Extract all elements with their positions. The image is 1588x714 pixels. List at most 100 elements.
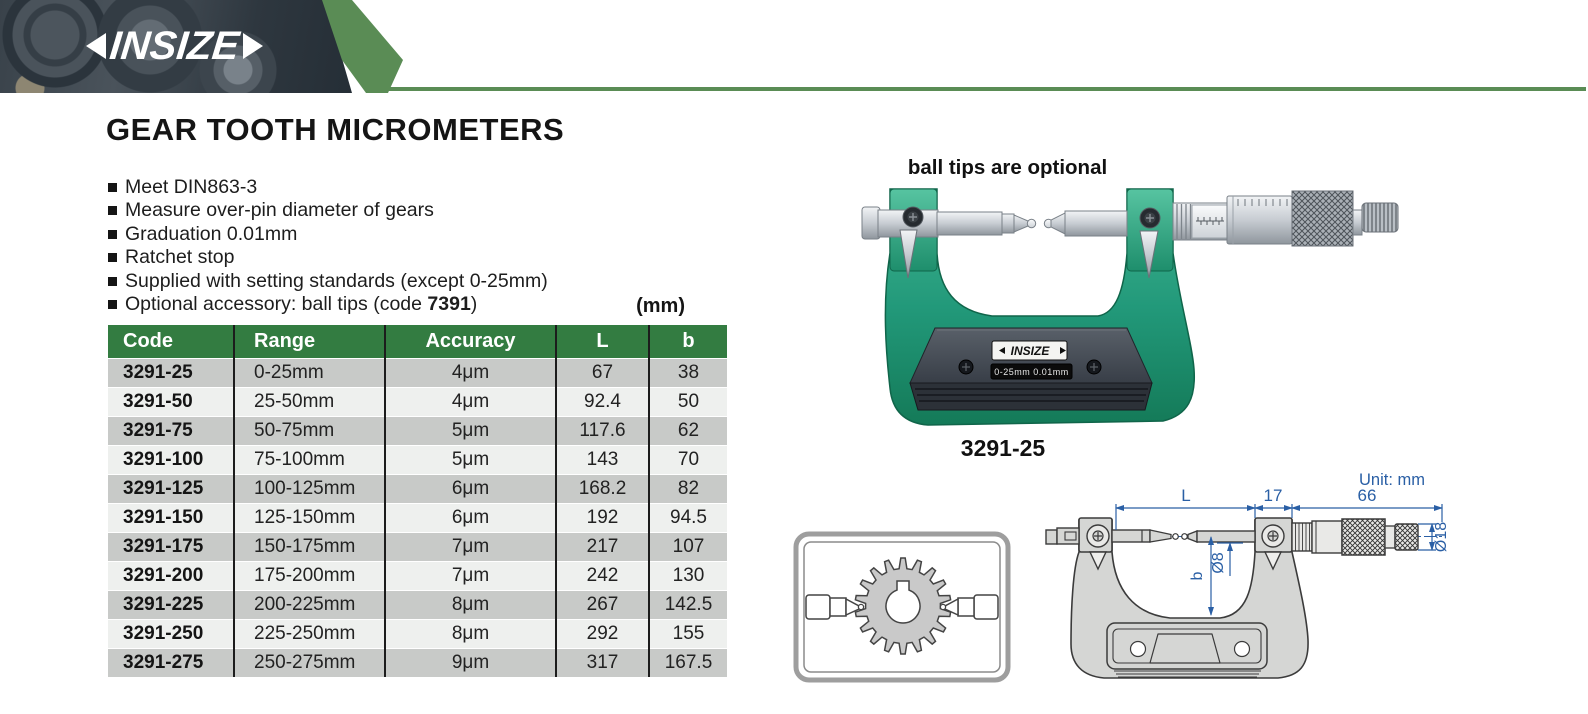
dim-66-label: 66 <box>1358 486 1377 505</box>
table-row: 3291-200 175-200mm 7μm 242 130 <box>108 561 727 591</box>
drawing-base-hole-left <box>1129 640 1147 658</box>
drawing-right-screw-icon <box>1261 524 1285 548</box>
drawing-knurl <box>1341 518 1386 556</box>
dimension-lines <box>1115 504 1443 616</box>
table-row: 3291-175 150-175mm 7μm 217 107 <box>108 532 727 562</box>
spec-plate-text: 0-25mm 0.01mm <box>994 367 1069 377</box>
feature-text: Optional accessory: ball tips (code 7391… <box>125 293 478 316</box>
feature-item: Measure over-pin diameter of gears <box>108 199 668 222</box>
table-cell: 125-150mm <box>234 503 386 533</box>
left-tip-step <box>1001 213 1015 234</box>
plate-brand-text: INSIZE <box>1011 344 1051 358</box>
left-clamp-pointer <box>899 229 918 279</box>
table-cell: 7μm <box>385 561 557 591</box>
table-body: 3291-25 0-25mm 4μm 67 38 3291-50 25-50mm 4μm 92.… <box>108 358 727 677</box>
bullet-square-icon <box>108 229 117 239</box>
drawing-ratchet <box>1394 523 1419 551</box>
table-cell: 70 <box>649 445 727 475</box>
technical-drawing: Unit: mm <box>1045 471 1450 679</box>
table-cell: 3291-250 <box>108 619 235 649</box>
sleeve-ribs <box>1176 204 1192 239</box>
thimble-ticks <box>1237 199 1288 206</box>
left-spindle-inner <box>936 211 1003 236</box>
table-cell: 4μm <box>385 387 557 417</box>
column-header: Accuracy <box>385 325 557 359</box>
table-cell: 0-25mm <box>234 358 386 388</box>
table-cell: 6μm <box>385 474 557 504</box>
bullet-square-icon <box>108 276 117 286</box>
page-title: GEAR TOOTH MICROMETERS <box>106 112 565 147</box>
drawing-right-clamp <box>1263 551 1283 571</box>
table-cell: 94.5 <box>649 503 727 533</box>
drawing-ratchet-step <box>1384 525 1396 549</box>
table-cell: 317 <box>556 648 650 677</box>
base-bevel <box>909 382 1153 411</box>
header-banner: INSIZE <box>0 0 1588 93</box>
logo-left-arrow-icon <box>86 33 106 59</box>
table-cell: 142.5 <box>649 590 727 620</box>
table-cell: 7μm <box>385 532 557 562</box>
spec-plate <box>990 363 1073 380</box>
dim-dia18-label: Ø18 <box>1433 522 1450 552</box>
table-cell: 92.4 <box>556 387 650 417</box>
drawing-unit-label: Unit: mm <box>1359 471 1425 489</box>
table-row: 3291-25 0-25mm 4μm 67 38 <box>108 358 727 388</box>
table-row: 3291-100 75-100mm 5μm 143 70 <box>108 445 727 475</box>
column-header: Code <box>108 325 235 359</box>
table-cell: 6μm <box>385 503 557 533</box>
feature-item: Ratchet stop <box>108 246 668 269</box>
feature-item: Graduation 0.01mm <box>108 223 668 246</box>
table-cell: 8μm <box>385 619 557 649</box>
base-screw-right-icon <box>1086 359 1102 375</box>
drawing-sleeve-ribs <box>1291 522 1313 552</box>
right-anvil <box>939 594 999 620</box>
table-cell: 143 <box>556 445 650 475</box>
column-header: b <box>649 325 727 359</box>
table-cell: 67 <box>556 358 650 388</box>
right-clamp-pointer <box>1139 230 1159 279</box>
table-cell: 225-250mm <box>234 619 386 649</box>
drawing-spindle-left <box>1111 529 1151 543</box>
column-header: L <box>556 325 650 359</box>
table-cell: 82 <box>649 474 727 504</box>
base-screw-left-icon <box>958 359 974 375</box>
table-cell: 117.6 <box>556 416 650 446</box>
drawing-base-grooves <box>1114 670 1261 678</box>
table-cell: 50-75mm <box>234 416 386 446</box>
logo-text: INSIZE <box>107 24 242 68</box>
right-spindle <box>1064 210 1128 237</box>
table-cell: 3291-150 <box>108 503 235 533</box>
table-cell: 175-200mm <box>234 561 386 591</box>
left-spindle-cap <box>861 206 881 240</box>
left-tip-cone <box>1013 214 1029 233</box>
table-cell: 192 <box>556 503 650 533</box>
gear-bore-keyway <box>885 580 921 624</box>
dim-17-label: 17 <box>1264 486 1283 505</box>
table-row: 3291-75 50-75mm 5μm 117.6 62 <box>108 416 727 446</box>
table-cell: 100-125mm <box>234 474 386 504</box>
table-cell: 130 <box>649 561 727 591</box>
dim-L-label: L <box>1181 486 1190 505</box>
drawing-cap-slot <box>1064 531 1077 541</box>
plate-right-arrow-icon <box>1060 347 1066 354</box>
feature-item: Optional accessory: ball tips (code 7391… <box>108 293 668 316</box>
drawing-rib-lines <box>1295 523 1310 551</box>
ratchet-step <box>1352 209 1363 236</box>
feature-item: Meet DIN863-3 <box>108 176 668 199</box>
bullet-square-icon <box>108 183 117 192</box>
gear-measurement-diagram <box>793 531 1011 683</box>
drawing-left-cap <box>1045 529 1058 545</box>
table-cell: 3291-200 <box>108 561 235 591</box>
table-cell: 3291-25 <box>108 358 235 388</box>
left-screw-icon <box>902 206 924 228</box>
table-cell: 62 <box>649 416 727 446</box>
drawing-left-cone <box>1149 529 1172 543</box>
product-photo-micrometer: INSIZE 0-25mm 0.01mm <box>861 188 1399 426</box>
table-cell: 3291-100 <box>108 445 235 475</box>
left-ball-tip <box>1026 218 1037 229</box>
base-grooves <box>915 388 1148 402</box>
feature-list: Meet DIN863-3 Measure over-pin diameter o… <box>108 176 668 316</box>
